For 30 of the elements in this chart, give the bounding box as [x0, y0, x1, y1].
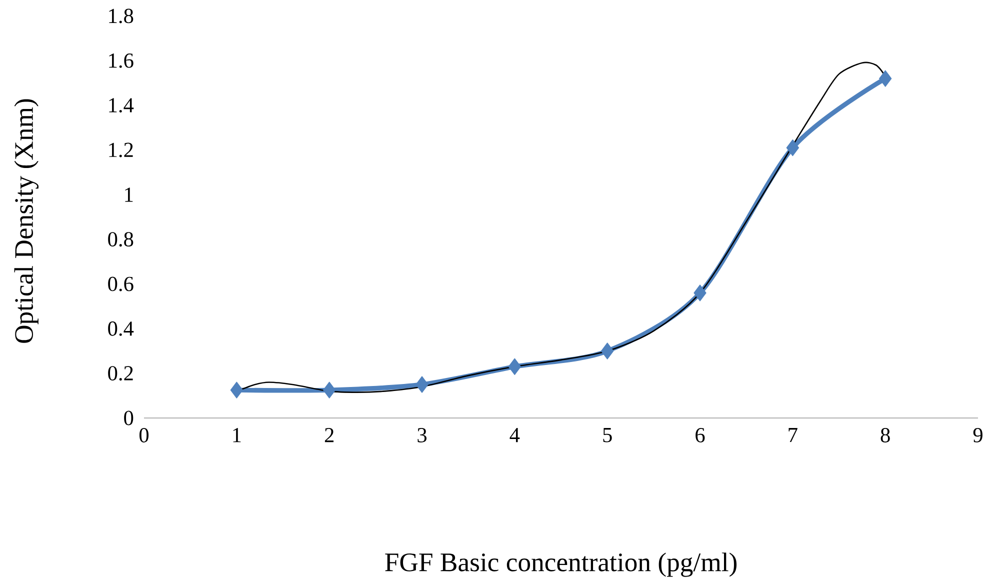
point	[508, 358, 522, 375]
x-tick-label: 8	[880, 428, 890, 442]
x-tick-label: 4	[510, 428, 520, 442]
point	[323, 382, 336, 398]
y-tick-label: 0	[124, 410, 134, 426]
x-tick-label: 2	[324, 428, 334, 442]
point	[879, 70, 892, 87]
y-axis-title: Optical Density (Xnm)	[14, 99, 39, 343]
y-tick-label: 1.2	[109, 142, 133, 158]
point	[786, 139, 800, 156]
point	[230, 382, 244, 398]
y-tick-label: 1.8	[109, 8, 134, 24]
point	[694, 284, 706, 302]
y-tick-label: 1.4	[109, 98, 134, 113]
x-tick-label: 1	[233, 428, 241, 442]
y-tick-label: 1.6	[109, 53, 134, 68]
x-tick-label: 3	[418, 428, 426, 442]
x-tick-label: 6	[696, 428, 705, 442]
x-tick-label: 0	[139, 428, 149, 442]
x-tick-label: 5	[603, 428, 612, 442]
x-tick-label: 7	[788, 428, 798, 442]
y-tick-label: 0.6	[108, 276, 134, 292]
y-tick-label: 0.4	[108, 321, 134, 336]
x-axis-title: FGF Basic concentration (pg/ml)	[385, 552, 737, 577]
x-tick-label: 9	[973, 428, 982, 442]
y-tick-label: 0.8	[108, 232, 134, 247]
point	[601, 342, 614, 360]
point	[416, 376, 428, 393]
y-tick-label: 0.2	[108, 366, 133, 381]
y-tick-label: 1	[125, 188, 133, 202]
